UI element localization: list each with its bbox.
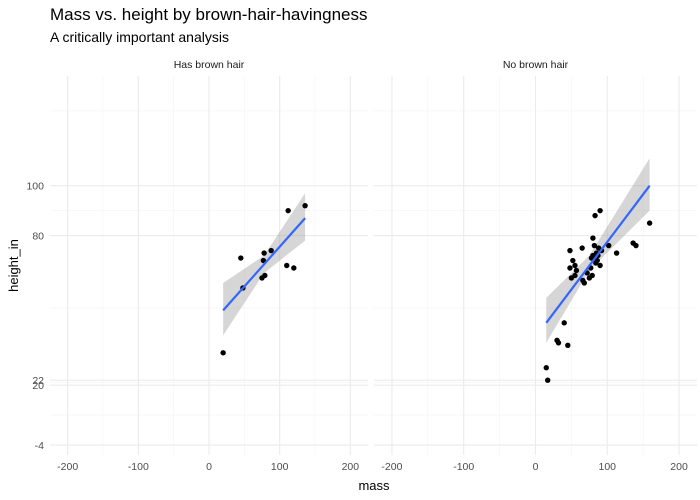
data-point xyxy=(238,255,244,261)
data-point xyxy=(590,235,596,241)
y-tick-label: 22 xyxy=(32,375,44,387)
facet-strip-label: Has brown hair xyxy=(174,59,245,71)
data-point xyxy=(291,265,297,271)
data-point xyxy=(570,257,576,264)
data-point xyxy=(572,262,578,269)
data-point xyxy=(613,250,620,256)
x-tick-label: -100 xyxy=(453,461,474,473)
x-tick-label: 100 xyxy=(271,461,289,473)
data-point xyxy=(594,257,600,264)
data-point xyxy=(268,247,274,254)
data-point xyxy=(261,250,267,256)
data-point xyxy=(597,262,603,269)
data-point xyxy=(646,220,653,226)
data-point xyxy=(592,212,598,219)
data-point xyxy=(260,257,267,264)
x-tick-label: -200 xyxy=(57,461,78,473)
data-point xyxy=(572,272,578,279)
y-axis-title: height_in xyxy=(6,239,21,292)
y-tick-label: 20 xyxy=(32,380,44,392)
data-point xyxy=(597,207,603,214)
data-point xyxy=(579,245,585,251)
data-point xyxy=(285,207,291,214)
regression-line xyxy=(222,217,306,312)
chart-subtitle: A critically important analysis xyxy=(50,29,229,45)
data-point xyxy=(606,242,612,249)
x-tick-label: 200 xyxy=(670,461,688,473)
data-point xyxy=(573,267,580,274)
data-point xyxy=(567,247,573,254)
y-tick-label: 100 xyxy=(26,181,44,193)
data-point xyxy=(581,280,588,286)
x-tick-label: -100 xyxy=(128,461,149,473)
x-tick-label: -200 xyxy=(381,461,402,473)
data-point xyxy=(545,377,551,383)
data-point xyxy=(589,272,595,279)
x-axis-title: mass xyxy=(358,478,390,493)
data-point xyxy=(220,350,226,356)
data-point xyxy=(262,272,268,279)
y-tick-label: 80 xyxy=(32,231,44,243)
data-point xyxy=(543,365,549,371)
data-point xyxy=(633,242,639,249)
facet-strip-label: No brown hair xyxy=(503,59,569,71)
data-point xyxy=(591,242,598,249)
x-tick-label: 0 xyxy=(533,461,539,473)
x-tick-label: 0 xyxy=(206,461,212,473)
x-tick-label: 200 xyxy=(342,461,360,473)
data-point xyxy=(284,262,290,269)
data-point xyxy=(567,265,573,271)
data-point xyxy=(555,340,562,346)
x-tick-label: 100 xyxy=(599,461,617,473)
y-tick-label: -4 xyxy=(35,440,44,452)
data-point xyxy=(565,342,571,348)
regression-line xyxy=(545,185,651,324)
chart-title: Mass vs. height by brown-hair-havingness xyxy=(50,5,368,24)
data-point xyxy=(561,320,567,326)
data-point xyxy=(302,202,308,209)
